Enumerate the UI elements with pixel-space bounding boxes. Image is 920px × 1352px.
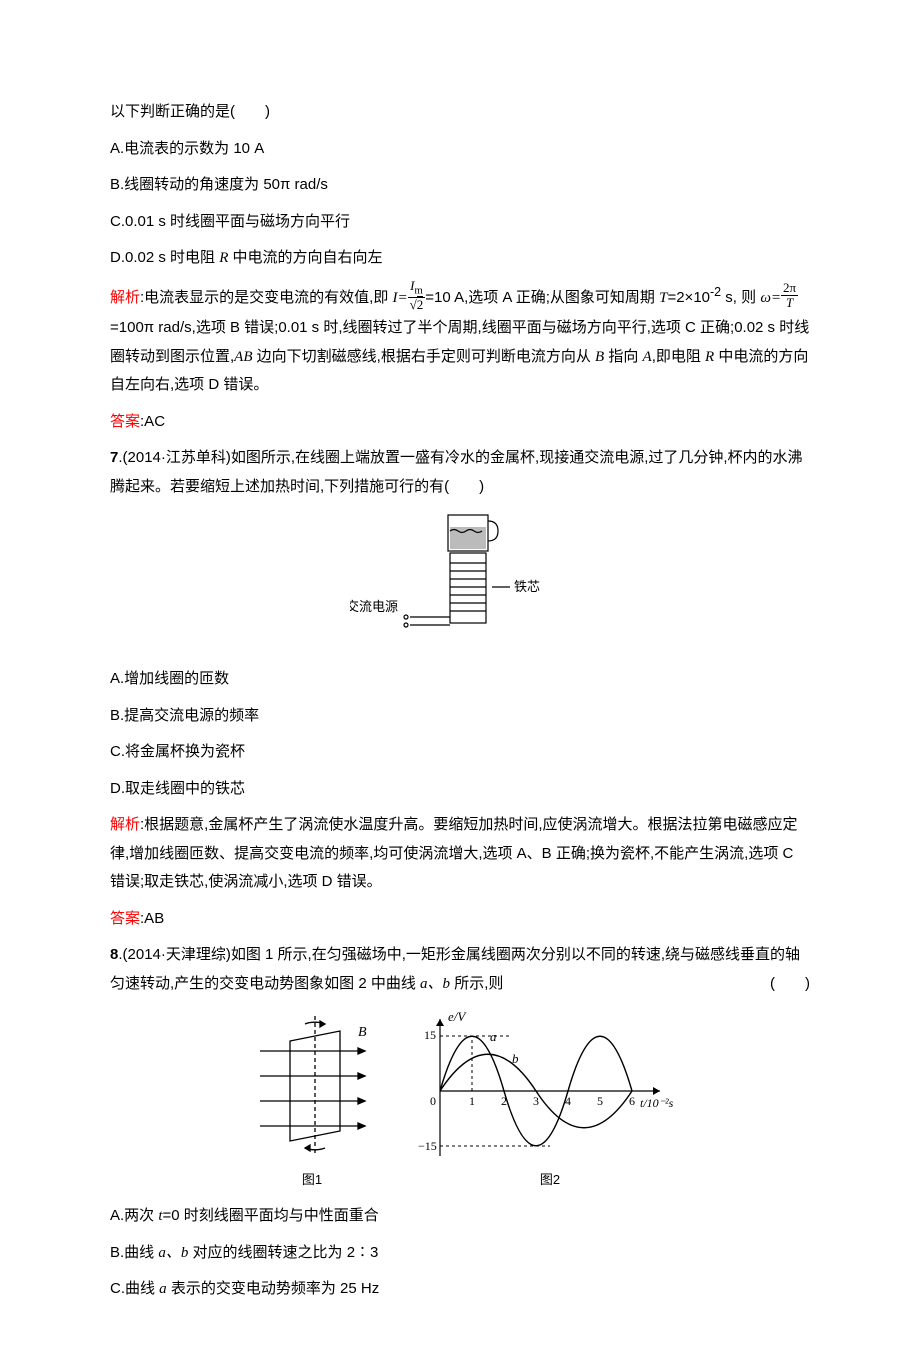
text: 表示的交变电动势频率为 25 Hz [167,1280,380,1297]
exp-label: 解析 [110,289,140,306]
den: T [781,296,798,310]
q7-answer: 答案:AB [110,905,810,934]
var-i: I= [393,290,408,306]
text: 所示,则 [450,975,503,992]
den: 2 [417,296,424,312]
fig2-caption: 图2 [540,1172,560,1187]
num: 2π [781,281,798,296]
fig1-caption: 图1 [302,1172,322,1187]
var-r: R [705,349,714,365]
ans-value: :AB [140,910,164,927]
q6-option-c: C.0.01 s 时线圈平面与磁场方向平行 [110,208,810,237]
q7-explanation: 解析:根据题意,金属杯产生了涡流使水温度升高。要缩短加热时间,应使涡流增大。根据… [110,811,810,897]
text: B.曲线 [110,1244,158,1261]
exp-label: 解析 [110,816,140,833]
text: =2×10 [667,289,710,306]
q6-option-d: D.0.02 s 时电阻 R 中电流的方向自右向左 [110,244,810,273]
var-b: B [595,349,604,365]
var-r: R [219,250,228,266]
text: 中电流的方向自右向左 [228,249,382,266]
b-field-label: B [358,1025,367,1040]
text: D.0.02 s 时电阻 [110,249,219,266]
ans-label: 答案 [110,910,140,927]
coil-cup-diagram-icon: 交流电源 铁芯 [350,509,570,659]
paren: ( ) [770,970,810,999]
var-a: A [643,349,652,365]
var-ab: a、b [158,1245,188,1261]
q7-option-b: B.提高交流电源的频率 [110,702,810,731]
svg-text:15: 15 [424,1028,436,1042]
q7-option-d: D.取走线圈中的铁芯 [110,775,810,804]
text: C.曲线 [110,1280,159,1297]
text: :电流表显示的是交变电流的有效值,即 [140,289,393,306]
q8-option-b: B.曲线 a、b 对应的线圈转速之比为 2∶3 [110,1239,810,1268]
q8-option-a: A.两次 t=0 时刻线圈平面均与中性面重合 [110,1202,810,1231]
svg-text:3: 3 [533,1094,539,1108]
svg-text:6: 6 [629,1094,635,1108]
q8-stem: 8.(2014·天津理综)如图 1 所示,在匀强磁场中,一矩形金属线圈两次分别以… [110,941,810,998]
q7-option-a: A.增加线圈的匝数 [110,665,810,694]
ans-label: 答案 [110,413,140,430]
curve-a-label: a [490,1029,497,1044]
text: 则 [741,289,760,306]
text: s, [721,289,737,306]
text: =10 A,选项 A 正确;从图象可知周期 [425,289,659,306]
q7-stem: 7.(2014·江苏单科)如图所示,在线圈上端放置一盛有冷水的金属杯,现接通交流… [110,444,810,501]
y-axis-label: e/V [448,1009,467,1024]
text: A.两次 [110,1207,158,1224]
ans-value: :AC [140,413,165,430]
fraction-im-sqrt2: Im√2 [408,279,426,313]
var-omega: ω= [760,290,781,306]
q8-diagram-icon: B 图1 15 −15 0 1 2 3 4 5 6 e/V t/10⁻²s [230,1006,690,1196]
sup: -2 [710,285,721,299]
var-a: a [159,1281,167,1297]
svg-text:1: 1 [469,1094,475,1108]
text: .(2014·江苏单科)如图所示,在线圈上端放置一盛有冷水的金属杯,现接通交流电… [110,449,803,495]
core-label: 铁芯 [514,579,540,594]
svg-text:5: 5 [597,1094,603,1108]
ac-source-label: 交流电源 [350,599,398,614]
q6-option-a: A.电流表的示数为 10 A [110,135,810,164]
q7-option-c: C.将金属杯换为瓷杯 [110,738,810,767]
q7-figure: 交流电源 铁芯 [110,509,810,659]
svg-text:0: 0 [430,1094,436,1108]
text: =0 时刻线圈平面均与中性面重合 [163,1207,379,1224]
fraction-2pi-t: 2πT [781,281,798,311]
q6-explanation: 解析:电流表显示的是交变电流的有效值,即 I=Im√2=10 A,选项 A 正确… [110,281,810,400]
curve-b-label: b [512,1051,519,1066]
text: 指向 [604,348,642,365]
svg-text:−15: −15 [418,1139,437,1153]
var-ab: AB [234,349,252,365]
text: 对应的线圈转速之比为 2∶3 [188,1244,378,1261]
q6-answer: 答案:AC [110,408,810,437]
q8-option-c: C.曲线 a 表示的交变电动势频率为 25 Hz [110,1275,810,1304]
x-axis-label: t/10⁻²s [640,1096,674,1110]
text: ,即电阻 [652,348,705,365]
text: 边向下切割磁感线,根据右手定则可判断电流方向从 [253,348,596,365]
q6-option-b: B.线圈转动的角速度为 50π rad/s [110,171,810,200]
surd: √ [410,297,417,312]
q6-stem: 以下判断正确的是( ) [110,98,810,127]
text: :根据题意,金属杯产生了涡流使水温度升高。要缩短加热时间,应使涡流增大。根据法拉… [110,816,798,890]
q8-figures: B 图1 15 −15 0 1 2 3 4 5 6 e/V t/10⁻²s [110,1006,810,1196]
sub: m [414,284,422,296]
var-ab: a、b [420,976,450,992]
